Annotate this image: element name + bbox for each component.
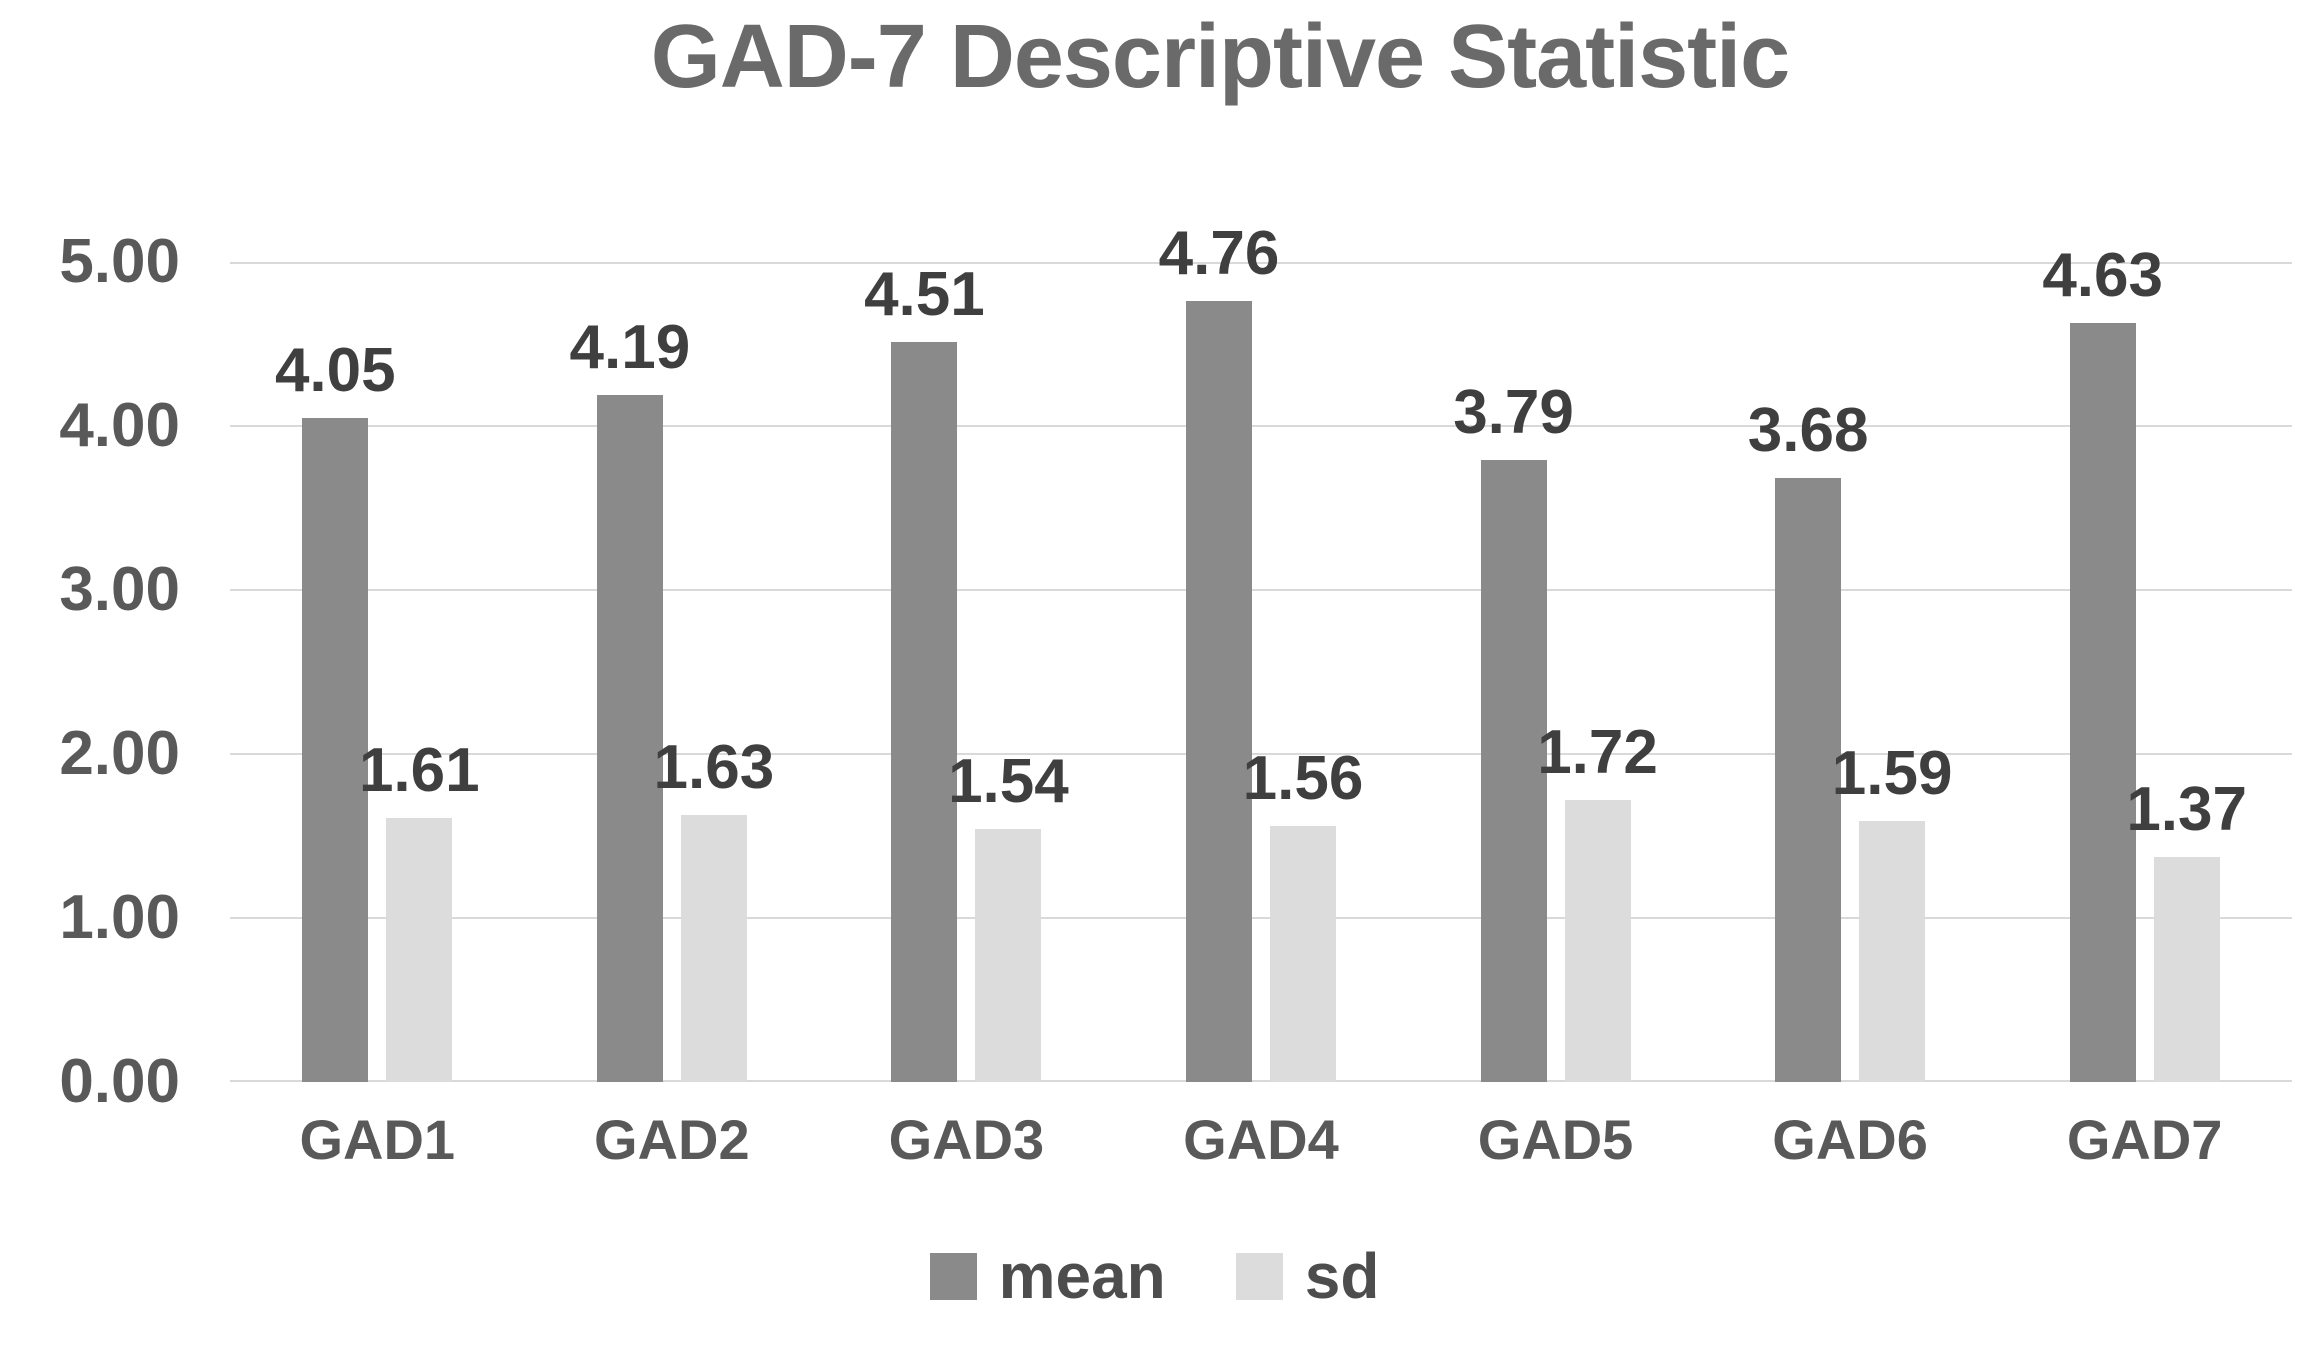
data-label-sd-gad3: 1.54	[948, 747, 1069, 817]
data-label-mean-gad4: 4.76	[1158, 219, 1280, 289]
category-group-gad6: 3.68 1.59 GAD6	[1748, 262, 1953, 1168]
data-label-mean-gad7: 4.63	[2042, 240, 2163, 310]
bar-mean-gad1: 4.05	[275, 339, 396, 1082]
category-group-gad5: 3.79 1.72 GAD5	[1453, 262, 1658, 1168]
y-axis-tick-label: 2.00	[59, 719, 180, 788]
gridline	[230, 753, 2292, 755]
legend-item-mean: mean	[929, 1240, 1166, 1312]
data-label-sd-gad6: 1.59	[1831, 739, 1953, 809]
legend-label-mean: mean	[998, 1240, 1166, 1312]
gridline	[230, 589, 2292, 591]
bar-sd-gad4: 1.56	[1243, 748, 1363, 1082]
gridline	[230, 1080, 2292, 1082]
data-label-mean-gad2: 4.19	[569, 312, 691, 382]
category-group-gad4: 4.76 1.56 GAD4	[1159, 223, 1364, 1168]
category-group-gad2: 4.19 1.63 GAD2	[570, 262, 775, 1167]
x-axis-label-gad3: GAD3	[888, 1108, 1045, 1171]
y-axis-tick-label: 3.00	[59, 555, 180, 624]
data-label-mean-gad3: 4.51	[864, 260, 985, 330]
legend: mean sd	[0, 1244, 2309, 1308]
legend-swatch-mean	[929, 1252, 977, 1300]
category-group-gad7: 4.63 1.37 GAD7	[2042, 244, 2247, 1167]
bar-sd-gad3: 1.54	[948, 751, 1069, 1082]
x-axis-label-gad5: GAD5	[1477, 1108, 1634, 1171]
plot-area: 4.05 1.61 GAD1 4.19 1.63 GAD2 4.51 1.54 GAD3 4.76…	[230, 223, 2292, 1168]
gridline	[230, 262, 2292, 264]
data-label-mean-gad1: 4.05	[274, 335, 396, 405]
bar-mean-gad6: 3.68	[1748, 400, 1868, 1082]
x-axis-label-gad6: GAD6	[1772, 1108, 1928, 1171]
x-axis-label-gad7: GAD7	[2066, 1108, 2223, 1171]
bar-sd-gad1: 1.61	[359, 739, 480, 1082]
data-label-sd-gad4: 1.56	[1242, 744, 1364, 814]
category-group-gad3: 4.51 1.54 GAD3	[864, 262, 1069, 1168]
legend-label-sd: sd	[1304, 1240, 1380, 1312]
x-axis-label-gad4: GAD4	[1183, 1108, 1339, 1171]
bar-mean-gad3: 4.51	[864, 264, 985, 1082]
y-axis-tick-label: 1.00	[59, 883, 180, 952]
data-label-sd-gad7: 1.37	[2126, 775, 2247, 845]
y-axis-tick-label: 5.00	[59, 227, 180, 296]
chart-title: GAD-7 Descriptive Statistic	[650, 7, 1790, 107]
bar-sd-gad2: 1.63	[654, 736, 774, 1082]
data-label-sd-gad1: 1.61	[358, 735, 480, 805]
legend-item-sd: sd	[1235, 1240, 1380, 1312]
data-label-sd-gad5: 1.72	[1537, 717, 1658, 787]
y-axis-tick-label: 0.00	[59, 1047, 180, 1116]
bar-groups: 4.05 1.61 GAD1 4.19 1.63 GAD2 4.51 1.54 GAD3 4.76…	[230, 223, 2292, 1168]
gridline	[230, 917, 2292, 919]
bar-sd-gad5: 1.72	[1537, 721, 1658, 1082]
x-axis-label-gad1: GAD1	[299, 1108, 456, 1171]
data-label-sd-gad2: 1.63	[653, 732, 775, 802]
bar-sd-gad6: 1.59	[1832, 743, 1952, 1082]
bar-sd-gad7: 1.37	[2126, 779, 2247, 1082]
bar-mean-gad4: 4.76	[1159, 223, 1279, 1082]
data-label-mean-gad6: 3.68	[1747, 396, 1869, 466]
bar-mean-gad2: 4.19	[570, 316, 690, 1082]
y-axis-tick-label: 4.00	[59, 391, 180, 460]
legend-swatch-sd	[1235, 1252, 1283, 1300]
data-label-mean-gad5: 3.79	[1453, 378, 1574, 448]
gridline	[230, 425, 2292, 427]
bar-mean-gad7: 4.63	[2042, 244, 2163, 1082]
bar-mean-gad5: 3.79	[1453, 382, 1574, 1082]
category-group-gad1: 4.05 1.61 GAD1	[275, 262, 480, 1167]
x-axis-label-gad2: GAD2	[594, 1108, 750, 1171]
